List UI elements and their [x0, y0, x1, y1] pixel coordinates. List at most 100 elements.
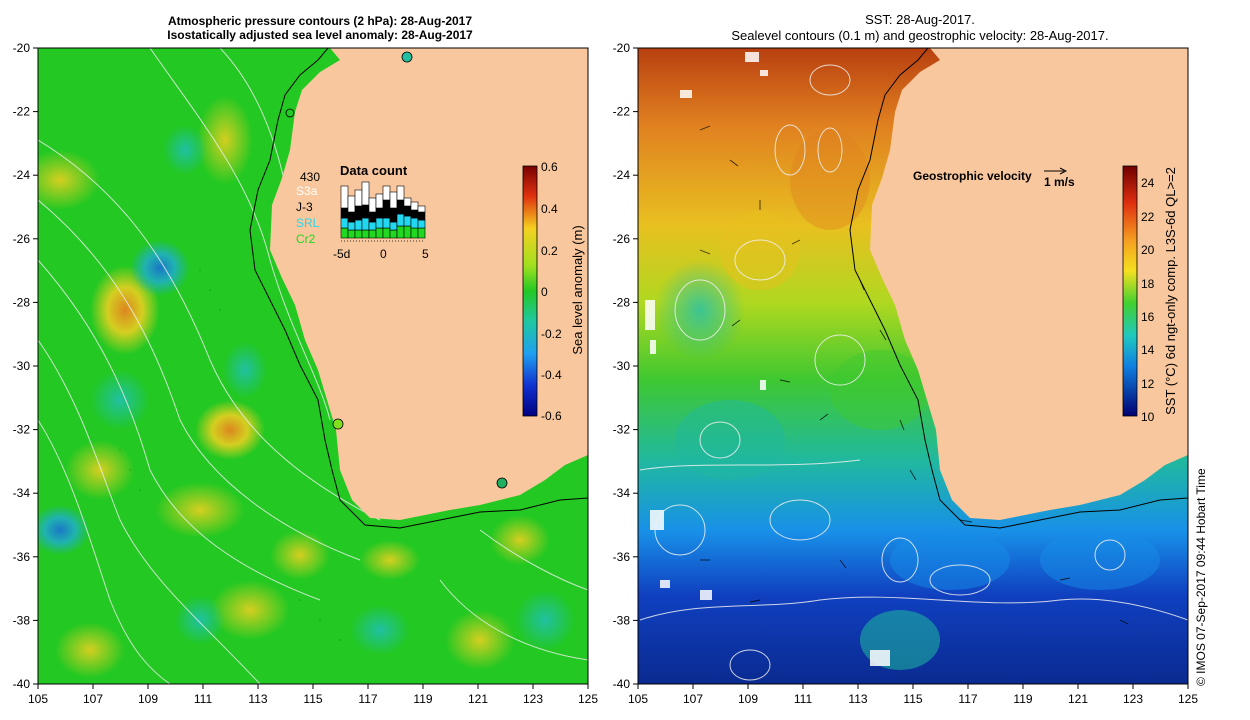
left-x-tick-label: 105 [28, 692, 48, 706]
sla-tick: 0.4 [541, 202, 558, 216]
tide-gauge-marker[interactable] [401, 51, 413, 63]
left-y-tick-label: -32 [13, 423, 31, 437]
sst-tick: 22 [1141, 210, 1155, 224]
right-y-tick-label: -36 [613, 550, 631, 564]
right-land [870, 48, 1188, 520]
sst-tick: 24 [1141, 176, 1155, 190]
right-x-tick-label: 121 [1068, 692, 1088, 706]
tide-gauge-marker[interactable] [285, 108, 295, 118]
tide-gauge-marker[interactable] [332, 418, 344, 430]
data-count-xtick: 5 [422, 247, 429, 261]
sla-tick: -0.6 [541, 409, 562, 423]
right-x-tick-label: 113 [848, 692, 867, 706]
left-x-tick-label: 125 [578, 692, 598, 706]
right-y-tick-label: -28 [613, 295, 631, 309]
right-x-tick-label: 115 [903, 692, 922, 706]
right-y-tick-label: -32 [613, 423, 631, 437]
left-x-tick-label: 115 [303, 692, 322, 706]
left-y-tick-label: -22 [13, 105, 31, 119]
legend-s3a: S3a [296, 184, 318, 198]
right-x-tick-label: 111 [794, 692, 813, 706]
sst-tick: 14 [1141, 343, 1155, 357]
sla-colorbar-ticks: 0.6 0.4 0.2 0 -0.2 -0.4 -0.6 [541, 160, 562, 423]
left-y-tick-label: -20 [13, 41, 31, 55]
right-shelf-contour [849, 48, 1188, 529]
data-count-title: Data count [340, 163, 408, 178]
sst-colorbar-label: SST (°C) 6d ngt-only comp. L3S-6d QL>=2 [1163, 167, 1178, 415]
sla-tick: 0.2 [541, 244, 558, 258]
right-y-tick-label: -34 [613, 486, 631, 500]
sst-eddies [655, 130, 1160, 670]
left-title-line1: Atmospheric pressure contours (2 hPa): 2… [167, 14, 473, 28]
sst-colorbar: 24 22 20 18 16 14 12 10 SST (°C) 6d ngt-… [1122, 165, 1178, 424]
velocity-label: Geostrophic velocity [913, 169, 1032, 183]
left-x-tick-label: 123 [523, 692, 543, 706]
legend-cr2: Cr2 [296, 232, 316, 246]
right-title-line2: Sealevel contours (0.1 m) and geostrophi… [731, 28, 1109, 43]
imos-credit: © IMOS 07-Sep-2017 09:44 Hobart Time [1194, 468, 1208, 686]
sst-tick: 18 [1141, 277, 1155, 291]
tide-gauge-marker[interactable] [496, 477, 508, 489]
left-y-tick-label: -24 [13, 168, 31, 182]
data-count-bars [340, 181, 426, 239]
left-x-tick-label: 113 [248, 692, 267, 706]
data-count-xtick: -5d [333, 247, 350, 261]
left-map [38, 48, 588, 684]
right-y-tick-label: -22 [613, 105, 631, 119]
right-title-line1: SST: 28-Aug-2017. [865, 12, 975, 27]
sla-colorbar: 0.6 0.4 0.2 0 -0.2 -0.4 -0.6 Sea level a… [522, 160, 585, 423]
sst-tick: 20 [1141, 243, 1155, 257]
data-count-inset: 430 Data count S3a J-3 SRL Cr2 -5d 0 5 [296, 163, 429, 261]
sla-tick: 0.6 [541, 160, 558, 174]
right-y-tick-label: -38 [613, 613, 631, 627]
left-x-tick-label: 121 [468, 692, 488, 706]
right-y-tick-label: -20 [613, 41, 631, 55]
right-x-tick-label: 117 [958, 692, 977, 706]
data-count-xtick: 0 [380, 247, 387, 261]
left-y-tick-label: -40 [13, 677, 31, 691]
right-y-tick-label: -40 [613, 677, 631, 691]
right-y-tick-label: -30 [613, 359, 631, 373]
sla-tick: -0.2 [541, 327, 562, 341]
sla-tick: -0.4 [541, 368, 562, 382]
sst-tick: 12 [1141, 377, 1155, 391]
left-x-tick-label: 109 [138, 692, 158, 706]
left-y-tick-label: -28 [13, 295, 31, 309]
left-y-tick-label: -30 [13, 359, 31, 373]
right-x-tick-label: 125 [1178, 692, 1198, 706]
geostrophic-arrows [699, 125, 1129, 625]
axes: 105 107 109 111 113 115 117 119 121 123 125-20-22-… [13, 41, 1199, 706]
sst-tick: 10 [1141, 410, 1155, 424]
legend-j3: J-3 [296, 200, 313, 214]
left-y-tick-label: -26 [13, 232, 31, 246]
left-x-tick-label: 119 [413, 692, 432, 706]
left-title: Atmospheric pressure contours (2 hPa): 2… [60, 14, 580, 42]
velocity-scale-label: 1 m/s [1044, 175, 1075, 189]
right-x-tick-label: 119 [1013, 692, 1032, 706]
sea-level-contours [639, 64, 1188, 681]
left-y-tick-label: -38 [13, 613, 31, 627]
velocity-arrowhead-icon [1059, 167, 1068, 175]
sst-colorbar-ticks: 24 22 20 18 16 14 12 10 [1141, 176, 1155, 424]
sst-tick: 16 [1141, 310, 1155, 324]
left-title-line2: Isostatically adjusted sea level anomaly… [167, 28, 473, 42]
sla-tick: 0 [541, 285, 548, 299]
right-title: SST: 28-Aug-2017. Sealevel contours (0.1… [620, 12, 1220, 44]
right-y-tick-label: -26 [613, 232, 631, 246]
sla-colorbar-label: Sea level anomaly (m) [570, 225, 585, 354]
right-x-tick-label: 105 [628, 692, 648, 706]
right-x-tick-label: 107 [683, 692, 703, 706]
left-y-tick-label: -36 [13, 550, 31, 564]
sla-anomaly-blobs [38, 95, 575, 678]
left-y-tick-label: -34 [13, 486, 31, 500]
left-x-tick-label: 117 [358, 692, 377, 706]
right-x-tick-label: 109 [738, 692, 758, 706]
right-y-tick-label: -24 [613, 168, 631, 182]
left-land [270, 48, 588, 520]
legend-srl: SRL [296, 216, 320, 230]
dotted-mesh [119, 269, 341, 641]
right-x-tick-label: 123 [1123, 692, 1143, 706]
left-x-tick-label: 111 [194, 692, 213, 706]
left-x-tick-label: 107 [83, 692, 103, 706]
